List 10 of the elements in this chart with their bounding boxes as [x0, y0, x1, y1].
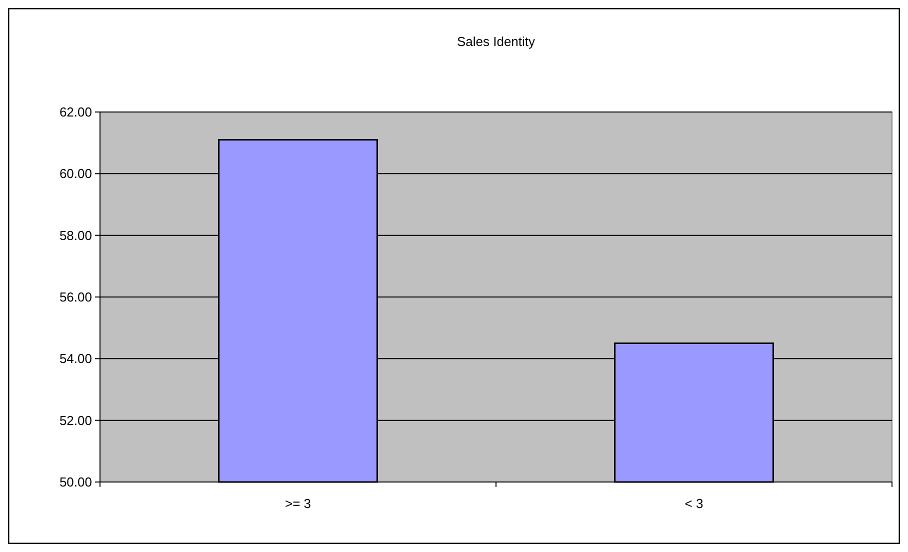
y-tick-label: 58.00	[59, 228, 92, 243]
y-tick-label: 52.00	[59, 412, 92, 428]
y-tick-label: 56.00	[59, 290, 92, 305]
y-tick-label: 60.00	[59, 166, 92, 182]
y-tick-label: 54.00	[59, 351, 92, 366]
x-tick-label: < 3	[684, 496, 704, 511]
chart-title: Sales Identity	[456, 34, 536, 49]
x-tick-label: >= 3	[284, 496, 312, 511]
y-tick-label: 62.00	[59, 104, 92, 120]
y-tick-label: 50.00	[59, 474, 92, 490]
